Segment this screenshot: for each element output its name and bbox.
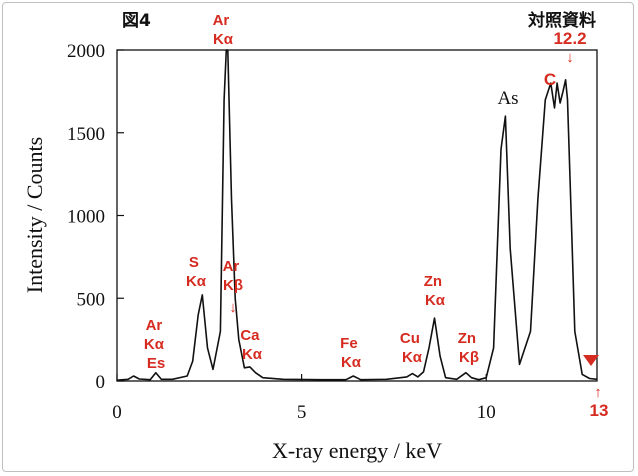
- x-axis-title: X-ray energy / keV: [272, 438, 442, 463]
- plot-area: [116, 49, 598, 382]
- x-tick-label: 10: [477, 402, 496, 423]
- annotation-as: As: [497, 88, 518, 109]
- y-tick-label: 2000: [67, 41, 105, 62]
- annotation-cu-ka: Cu Kα: [400, 330, 424, 366]
- axis-ticks: [116, 49, 487, 382]
- ar-kb-arrow-icon: ↓: [229, 299, 237, 316]
- annotation-ar-ka-es: Ar Kα Es: [144, 317, 168, 372]
- annotation-zn-ka: Zn Kα: [424, 273, 447, 309]
- figure-number: 図4: [122, 11, 151, 31]
- y-tick-label: 500: [77, 289, 106, 310]
- x-tick-label: 0: [112, 402, 122, 423]
- annotation-zn-kb: Zn Kβ: [458, 330, 481, 366]
- y-tick-label: 0: [96, 372, 106, 393]
- reference-material-label: 対照資料: [527, 10, 596, 31]
- y-tick-label: 1500: [67, 124, 105, 145]
- x-tick-label: 5: [297, 402, 307, 423]
- triangle-marker-icon: [583, 355, 599, 366]
- annotation-13: 13: [590, 401, 609, 420]
- y-axis-title: Intensity / Counts: [22, 137, 47, 293]
- annotation-ca-ka: Ca Kα: [240, 327, 263, 363]
- annotation-c: C: [544, 70, 556, 89]
- annotation-s-ka: S Kα: [186, 254, 207, 290]
- axis-tick-labels: 0 5 10 0 500 1000 1500 2000: [67, 41, 496, 423]
- annotation-ar-ka: Ar Kα: [213, 12, 234, 48]
- annotation-ar-kb: Ar Kβ: [223, 258, 244, 294]
- annotation-12-2: 12.2: [553, 29, 586, 48]
- twelve-two-arrow-icon: ↓: [566, 49, 574, 66]
- figure-frame: [2, 2, 634, 472]
- annotation-fe-ka: Fe Kα: [340, 335, 362, 371]
- peak-annotations: Ar Kα Es S Kα Ar Kα Ar Kβ ↓ Ca Kα Fe Kα …: [144, 12, 609, 420]
- spectrum-line: [116, 49, 598, 381]
- y-tick-label: 1000: [67, 207, 105, 228]
- thirteen-arrow-icon: ↑: [594, 384, 602, 401]
